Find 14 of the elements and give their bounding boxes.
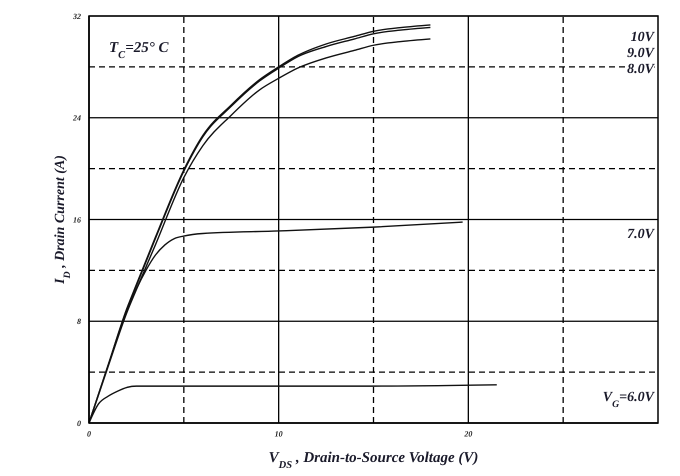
text: 7.0V	[627, 227, 656, 242]
annotation: T$_{C}$=25° C	[109, 40, 170, 60]
y-tick-label: 16	[73, 215, 81, 224]
x-tick-label: 10	[274, 430, 283, 439]
x-tick-label: 0	[87, 430, 91, 439]
y-tick-label: 32	[72, 12, 81, 21]
text: 10V	[630, 30, 656, 45]
x-tick-label: 20	[463, 430, 472, 439]
text: 9.0V	[627, 46, 656, 61]
y-tick-label: 24	[72, 114, 81, 123]
text: V$_{G}$=6.0V	[602, 390, 656, 410]
y-tick-label: 0	[77, 418, 81, 428]
y-tick-label: 8	[77, 317, 81, 326]
x-axis-title: V$_{DS}$ , Drain-to-Source Voltage (V)	[268, 450, 478, 470]
